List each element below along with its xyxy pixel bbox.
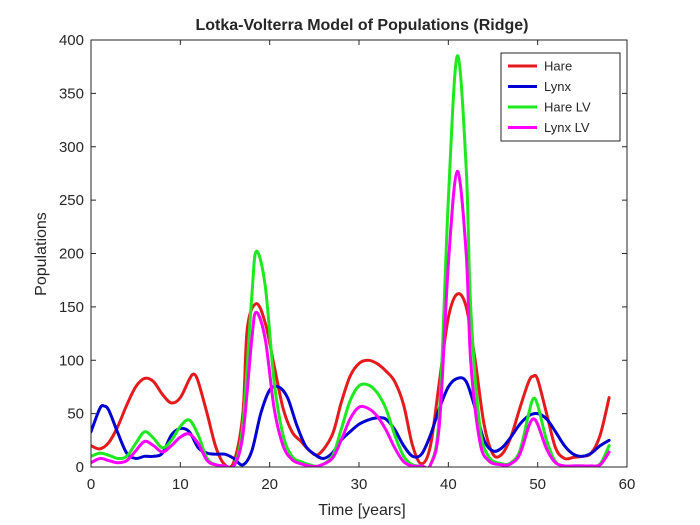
y-tick-label: 400 — [59, 32, 84, 49]
x-axis-label: Time [years] — [318, 502, 405, 519]
x-tick-label: 20 — [261, 476, 278, 493]
x-axis: 0 10 20 30 40 50 60 — [87, 40, 636, 493]
chart-title: Lotka-Volterra Model of Populations (Rid… — [195, 17, 528, 34]
series-line-lynx — [91, 376, 611, 467]
y-tick-label: 100 — [59, 352, 84, 369]
x-tick-label: 60 — [619, 476, 636, 493]
y-axis-label: Populations — [33, 212, 50, 296]
x-tick-label: 0 — [87, 476, 95, 493]
x-tick-label: 10 — [172, 476, 189, 493]
series-line-hare — [91, 292, 611, 467]
legend-label-lynx-lv: Lynx LV — [544, 120, 590, 135]
x-tick-label: 30 — [351, 476, 368, 493]
y-tick-label: 250 — [59, 192, 84, 209]
y-tick-label: 200 — [59, 246, 84, 263]
y-tick-label: 50 — [67, 406, 84, 423]
x-tick-label: 40 — [440, 476, 457, 493]
y-tick-label: 0 — [76, 459, 84, 476]
y-tick-label: 350 — [59, 85, 84, 102]
x-tick-label: 50 — [529, 476, 546, 493]
legend-label-hare-lv: Hare LV — [544, 100, 591, 115]
y-tick-label: 150 — [59, 299, 84, 316]
legend: Hare Lynx Hare LV Lynx LV — [500, 52, 621, 142]
series-lines — [91, 54, 611, 467]
legend-label-hare: Hare — [544, 59, 572, 74]
legend-label-lynx: Lynx — [544, 79, 571, 94]
series-line-lynx-lv — [91, 169, 611, 467]
y-tick-label: 300 — [59, 139, 84, 156]
y-axis: 0 50 100 150 200 250 300 350 400 — [59, 32, 627, 476]
series-line-hare-lv — [91, 54, 611, 467]
